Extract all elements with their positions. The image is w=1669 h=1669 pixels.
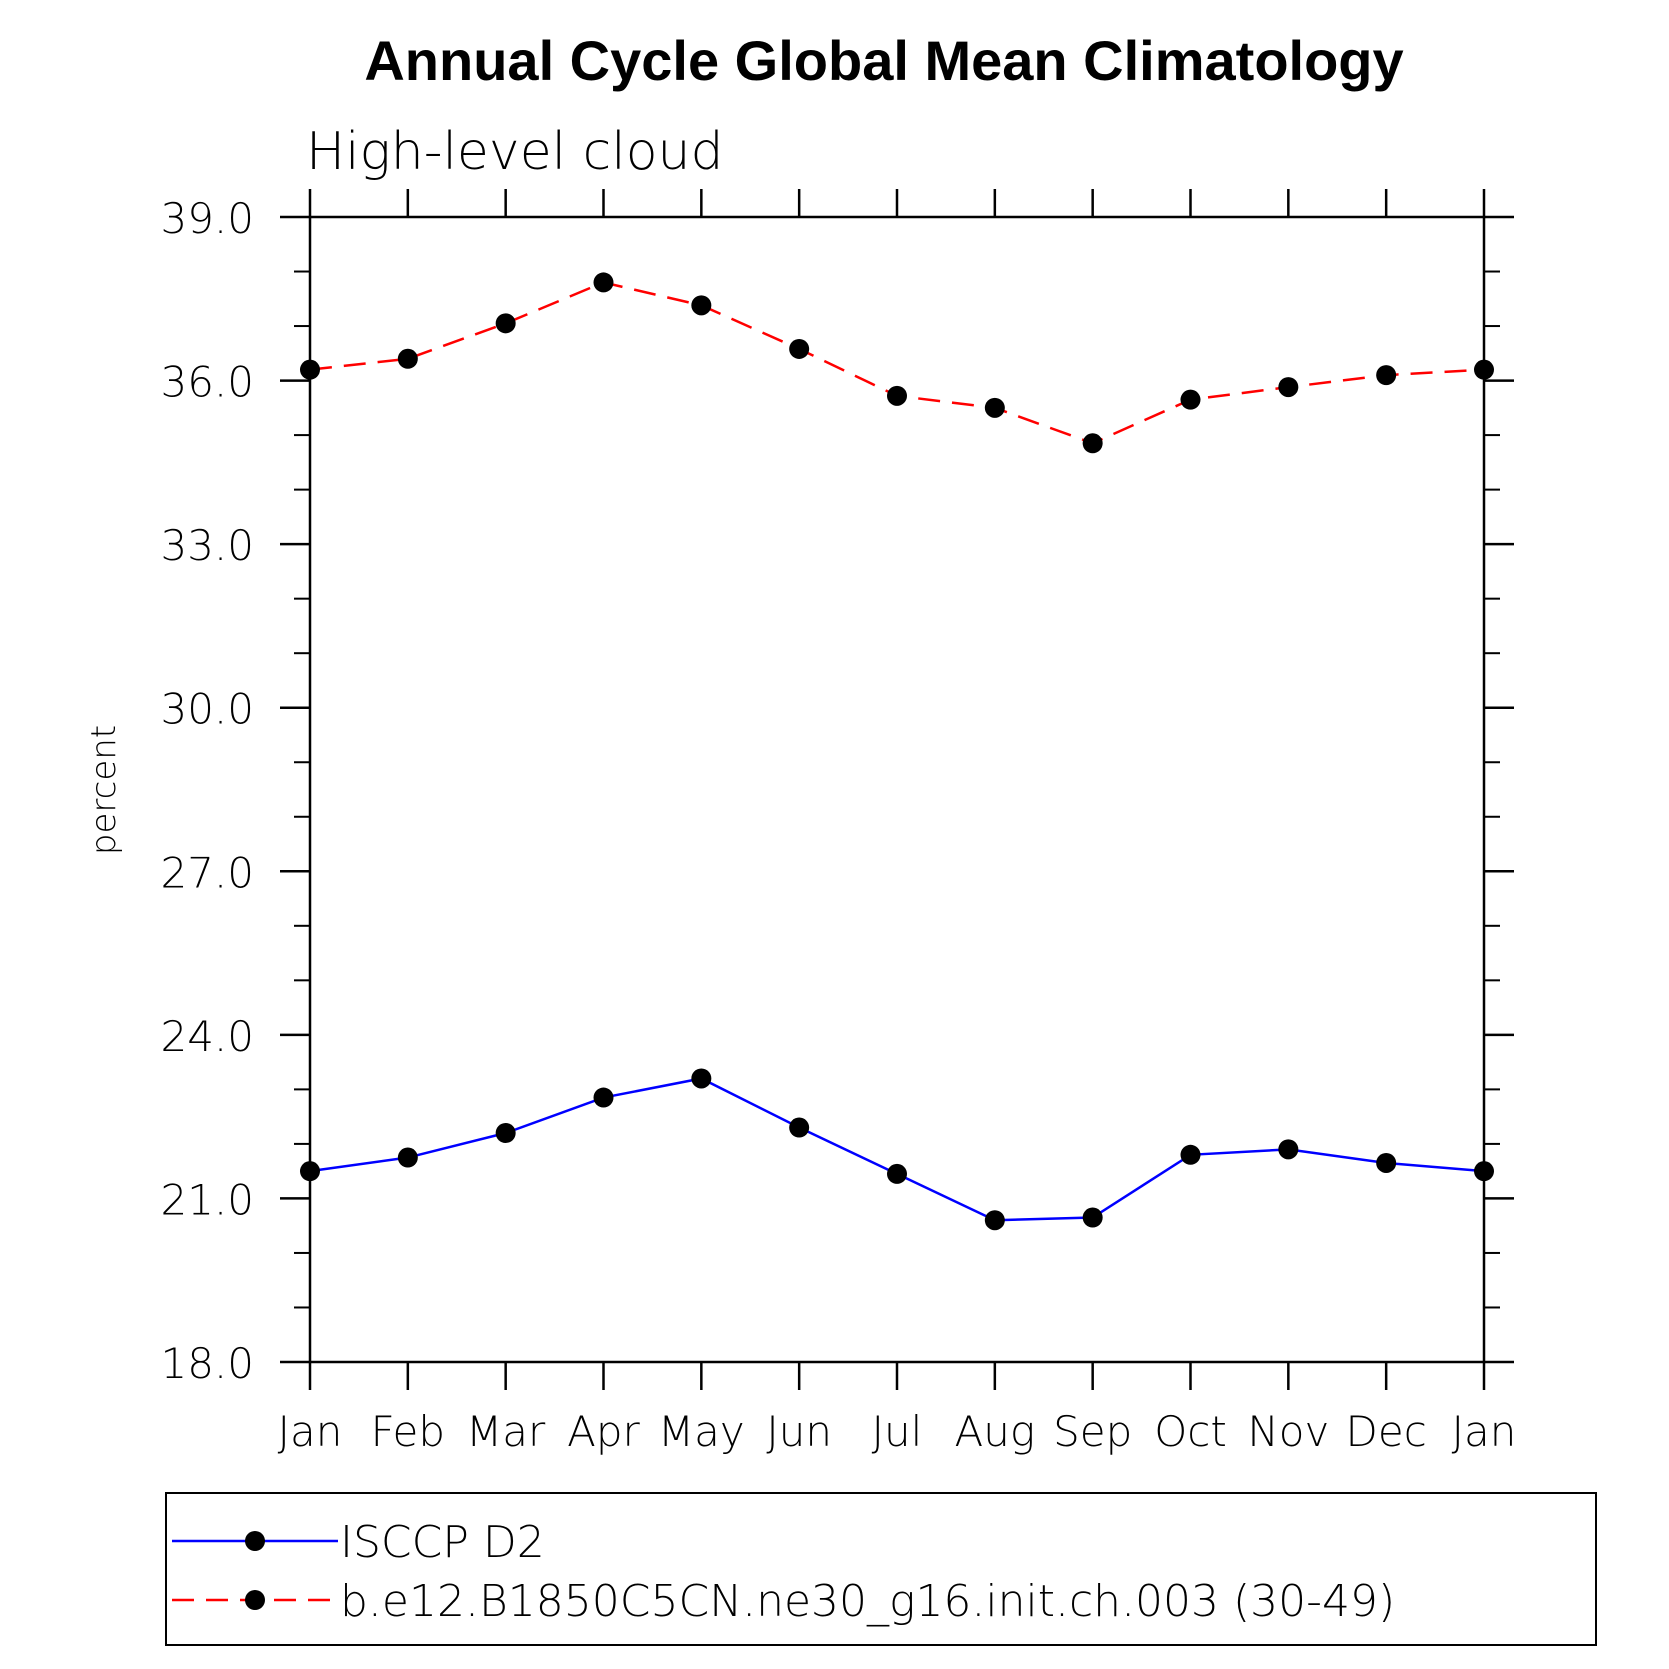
legend: ISCCP D2 b.e12.B1850C5CN.ne30_g16.init.ch… bbox=[165, 1492, 1597, 1646]
x-tick-label: Mar bbox=[466, 1407, 546, 1456]
series-1 bbox=[300, 1068, 1494, 1231]
data-point bbox=[1376, 365, 1397, 386]
data-point bbox=[1474, 359, 1494, 380]
y-axis-label: percent bbox=[84, 725, 124, 855]
legend-entry: ISCCP D2 bbox=[172, 1517, 545, 1568]
data-point bbox=[789, 338, 810, 359]
data-point bbox=[1082, 433, 1103, 454]
data-point bbox=[1376, 1152, 1397, 1173]
legend-label: b.e12.B1850C5CN.ne30_g16.init.ch.003 (30… bbox=[340, 1576, 1395, 1627]
x-tick-label: Dec bbox=[1346, 1407, 1427, 1456]
y-tick-label: 39.0 bbox=[160, 194, 254, 243]
y-tick-label: 24.0 bbox=[160, 1012, 254, 1061]
legend-swatch-marker bbox=[245, 1531, 265, 1551]
legend-swatch-marker bbox=[245, 1590, 265, 1610]
y-tick-label: 33.0 bbox=[160, 521, 254, 570]
data-point bbox=[1180, 389, 1201, 410]
data-point bbox=[300, 359, 320, 380]
x-tick-label: Jan bbox=[278, 1407, 343, 1456]
x-tick-label: Jul bbox=[872, 1407, 923, 1456]
data-point bbox=[593, 1087, 614, 1108]
data-point bbox=[691, 1068, 712, 1089]
x-tick-label: Jun bbox=[766, 1407, 832, 1456]
y-tick-label: 21.0 bbox=[160, 1175, 254, 1224]
x-tick-label: Apr bbox=[567, 1407, 640, 1456]
series-line bbox=[309, 1077, 1485, 1222]
data-point bbox=[300, 1161, 320, 1182]
data-point bbox=[1278, 1139, 1299, 1160]
x-tick-label: Sep bbox=[1053, 1407, 1132, 1456]
data-point bbox=[1278, 377, 1299, 398]
x-tick-label: Feb bbox=[371, 1407, 445, 1456]
data-point bbox=[984, 397, 1005, 418]
series-2 bbox=[300, 272, 1494, 454]
axes: 18.0 21.0 24.0 27.0 30.0 33.0 36.0 39.0 Jan Feb Ma… bbox=[160, 189, 1516, 1456]
legend-label: ISCCP D2 bbox=[340, 1517, 545, 1568]
chart-subtitle: High-level cloud bbox=[306, 122, 723, 182]
data-point bbox=[887, 1163, 907, 1184]
data-point bbox=[789, 1117, 810, 1138]
data-point bbox=[1082, 1207, 1103, 1228]
series-line bbox=[309, 281, 1485, 445]
data-point bbox=[495, 1123, 516, 1143]
data-point bbox=[397, 348, 418, 369]
data-point bbox=[691, 295, 712, 316]
data-point bbox=[984, 1210, 1005, 1231]
data-point bbox=[1474, 1161, 1494, 1182]
y-tick-label: 36.0 bbox=[160, 358, 254, 407]
data-point bbox=[397, 1147, 418, 1168]
x-tick-label: Nov bbox=[1247, 1407, 1329, 1456]
x-tick-label: May bbox=[658, 1407, 745, 1456]
x-tick-label: Jan bbox=[1452, 1407, 1517, 1456]
x-tick-label: Aug bbox=[955, 1407, 1036, 1456]
legend-entry: b.e12.B1850C5CN.ne30_g16.init.ch.003 (30… bbox=[172, 1576, 1395, 1627]
data-point bbox=[1180, 1144, 1201, 1165]
legend-box bbox=[165, 1492, 1597, 1646]
series-layer bbox=[300, 272, 1494, 1231]
x-tick-label: Oct bbox=[1154, 1407, 1227, 1456]
data-point bbox=[495, 313, 516, 334]
y-tick-label: 27.0 bbox=[160, 848, 254, 897]
data-point bbox=[593, 272, 614, 293]
data-point bbox=[887, 385, 907, 406]
chart-title: Annual Cycle Global Mean Climatology bbox=[364, 29, 1403, 92]
y-tick-label: 30.0 bbox=[160, 685, 254, 734]
y-tick-label: 18.0 bbox=[160, 1339, 254, 1388]
